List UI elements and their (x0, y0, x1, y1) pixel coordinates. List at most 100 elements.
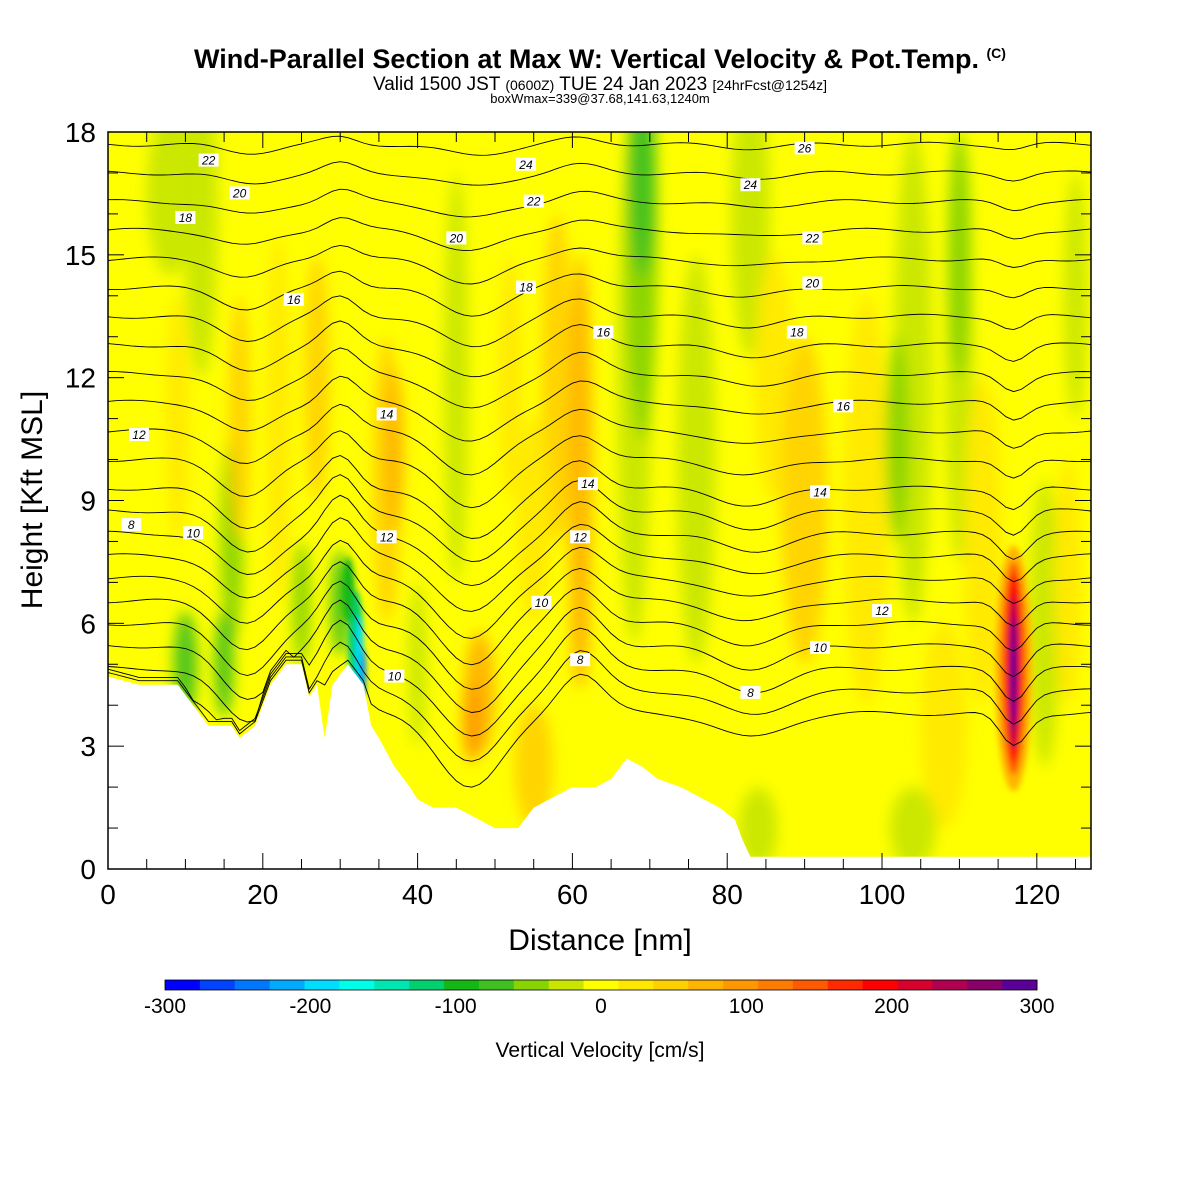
title-main: Wind-Parallel Section at Max W: Vertical… (194, 44, 979, 74)
theta-label: 10 (810, 640, 831, 655)
y-tick-label: 9 (80, 486, 96, 517)
valid-date: TUE 24 Jan 2023 (559, 74, 708, 95)
colorbar-frame (164, 979, 1038, 991)
theta-label-bg (515, 280, 536, 294)
x-tick-label: 20 (247, 879, 278, 910)
theta-contour (108, 375, 1091, 442)
colorbar-swatch (1002, 980, 1038, 990)
theta-contour (108, 188, 1091, 218)
theta-label: 16 (833, 399, 854, 413)
velocity-blob (166, 295, 190, 542)
theta-contour (108, 580, 1091, 690)
velocity-blob (1063, 172, 1088, 419)
x-tick-label: 40 (402, 879, 433, 910)
colorbar-swatch (513, 980, 550, 990)
colorbar-swatch (444, 980, 480, 990)
theta-contour (108, 244, 1091, 285)
colorbar-swatch (792, 980, 829, 990)
velocity-blob (408, 582, 427, 747)
theta-contour (108, 455, 1091, 539)
theta-label-bg (198, 153, 219, 167)
x-tick-label: 80 (712, 879, 743, 910)
colorbar-swatch (583, 980, 619, 990)
utc-time: (0600Z) (505, 77, 555, 93)
theta-label-text: 18 (790, 326, 804, 340)
velocity-blob (498, 254, 523, 501)
velocity-core (1010, 615, 1017, 730)
theta-label: 8 (121, 518, 142, 532)
theta-label-text: 20 (232, 186, 247, 200)
theta-label: 24 (515, 157, 536, 172)
colorbar-swatch (304, 980, 340, 990)
theta-label: 18 (786, 325, 807, 340)
theta-label-bg (121, 518, 142, 532)
theta-label-text: 14 (581, 477, 595, 491)
theta-label-bg (515, 157, 536, 171)
velocity-blob (843, 295, 890, 706)
theta-label: 26 (794, 141, 815, 155)
theta-contour (108, 641, 1091, 762)
velocity-blob (292, 541, 311, 665)
theta-label-bg (802, 231, 823, 245)
theta-label-bg (810, 640, 831, 654)
terrain-mask (108, 664, 1091, 869)
theta-contour (108, 135, 1091, 156)
theta-contour (108, 599, 1091, 713)
theta-label: 22 (802, 231, 823, 245)
y-tick-label: 0 (80, 854, 96, 885)
velocity-blob (516, 418, 551, 624)
colorbar-tick-label: -100 (435, 995, 477, 1018)
theta-label-bg (593, 325, 614, 339)
theta-label-text: 8 (128, 518, 135, 532)
theta-label: 24 (740, 178, 761, 192)
theta-label: 22 (523, 194, 544, 209)
velocity-blob (514, 705, 554, 829)
velocity-blob (738, 787, 778, 869)
colorbar-swatch (478, 980, 515, 990)
velocity-blob (462, 680, 482, 763)
y-tick-label: 6 (80, 608, 96, 639)
colorbar-swatch (269, 980, 306, 990)
colorbar-tick-label: -300 (144, 995, 186, 1018)
theta-label: 22 (198, 153, 219, 168)
theta-label-text: 12 (875, 604, 889, 618)
theta-label-text: 10 (813, 641, 827, 655)
colorbar-swatch (757, 980, 794, 990)
colorbar-swatch (199, 980, 236, 990)
velocity-blob (214, 611, 234, 718)
theta-label-text: 16 (837, 399, 851, 413)
y-tick-label: 3 (80, 731, 96, 762)
theta-contour (108, 561, 1091, 666)
theta-label-text: 10 (535, 596, 549, 610)
colorbar-swatch (339, 980, 375, 990)
theta-label-bg (229, 186, 250, 200)
x-axis-label: Distance [nm] (508, 924, 691, 957)
theta-label: 14 (810, 485, 831, 499)
theta-label-text: 22 (805, 231, 820, 245)
theta-label-text: 12 (573, 530, 587, 544)
velocity-blob (304, 254, 330, 501)
theta-label-bg (523, 194, 544, 208)
colorbar-tick-label: 100 (729, 995, 764, 1018)
colorbar-swatch (897, 980, 933, 990)
theta-label: 8 (740, 685, 761, 700)
colorbar-label: Vertical Velocity [cm/s] (496, 1039, 705, 1062)
colorbar-swatch (234, 980, 271, 990)
theta-label-bg (740, 178, 761, 192)
colorbar-tick-label: -200 (289, 995, 331, 1018)
theta-contour (108, 403, 1091, 476)
theta-label-bg (577, 477, 598, 491)
theta-contour (108, 619, 1091, 737)
velocity-blob (228, 295, 251, 542)
velocity-blob (385, 369, 404, 534)
theta-label: 12 (872, 604, 893, 618)
theta-contour (108, 347, 1091, 409)
theta-label-text: 10 (186, 526, 200, 540)
x-tick-label: 120 (1013, 879, 1060, 910)
theta-label-bg (183, 526, 204, 540)
colorbar-swatch (548, 980, 585, 990)
theta-contour (108, 111, 1091, 124)
velocity-blob (146, 132, 194, 276)
theta-label: 16 (283, 292, 304, 307)
theta-contour (108, 474, 1091, 563)
